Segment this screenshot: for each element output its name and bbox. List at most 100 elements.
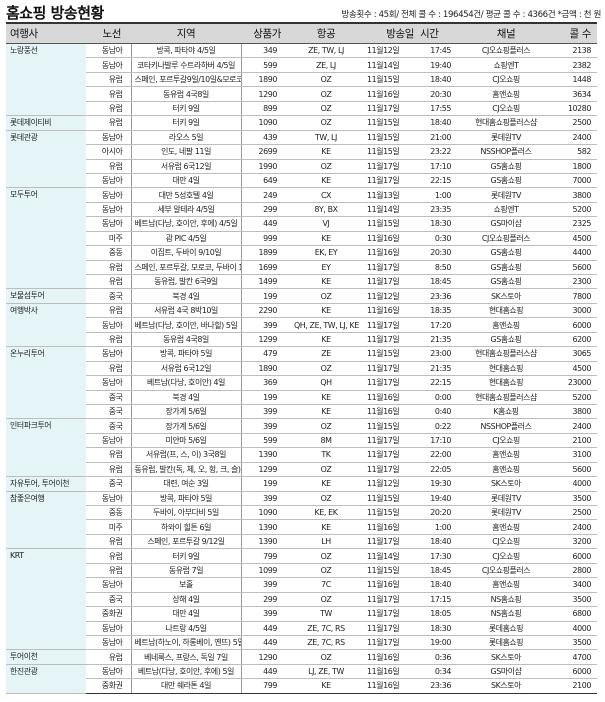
airline-cell: TW <box>291 606 361 622</box>
time-cell: 17:20 <box>416 317 461 333</box>
region-cell: 터키 9일 <box>131 101 242 117</box>
calls-cell: 3100 <box>551 447 597 463</box>
price-cell: 799 <box>241 548 291 564</box>
table-row: 유럽 동유럽 4국8일 1290 OZ 11월16일 20:30 홈앤쇼핑 3634 <box>6 86 597 102</box>
price-cell: 199 <box>241 476 291 492</box>
price-cell: 899 <box>241 101 291 117</box>
date-cell: 11월15일 <box>361 418 416 434</box>
price-cell: 439 <box>241 130 291 146</box>
table-row: 중동 이집트, 두바이 9/10일 1899 EK, EY 11월16일 20:30 GS홈… <box>6 245 597 261</box>
price-cell: 399 <box>241 418 291 434</box>
table-row: 동남아 베트남(다낭, 호이안) 4일 369 QH 11월17일 22:15 현대홈쇼핑 2… <box>6 375 597 391</box>
calls-cell: 6000 <box>551 664 597 680</box>
time-cell: 18:40 <box>416 115 461 131</box>
table-row: 중국 상해 4일 299 OZ 11월17일 17:15 NS홈쇼핑 3500 <box>6 592 597 608</box>
time-cell: 18:45 <box>416 274 461 290</box>
airline-cell: KE <box>291 404 361 420</box>
channel-cell: SK스토아 <box>461 288 551 304</box>
price-cell: 2290 <box>241 303 291 319</box>
region-cell: 나트랑 4/5일 <box>131 621 242 636</box>
date-cell: 11월12일 <box>361 476 416 492</box>
table-row: 투어이천 유럽 베네룩스, 프랑스, 독일 7일 1290 OZ 11월16일 0:36 SK… <box>6 649 597 665</box>
date-cell: 11월15일 <box>361 491 416 507</box>
date-cell: 11월17일 <box>361 159 416 174</box>
route-cell: 중국 <box>86 288 132 304</box>
time-cell: 17:10 <box>416 159 461 174</box>
channel-cell: CJ오쇼핑플러스 <box>461 231 551 247</box>
price-cell: 369 <box>241 375 291 391</box>
price-cell: 1290 <box>241 86 291 102</box>
column-header-calls: 콜 수 <box>551 22 597 44</box>
region-cell: 대련, 여순 3일 <box>131 476 242 492</box>
date-cell: 11월17일 <box>361 332 416 348</box>
calls-cell: 4000 <box>551 621 597 636</box>
airline-cell: OZ <box>291 592 361 608</box>
price-cell: 449 <box>241 621 291 636</box>
time-cell: 23:36 <box>416 288 461 304</box>
time-cell: 23:00 <box>416 346 461 362</box>
date-cell: 11월17일 <box>361 274 416 290</box>
region-cell: 베트남(다낭, 호이안, 후에) 5일 <box>131 664 242 680</box>
time-cell: 0:22 <box>416 418 461 434</box>
channel-cell: 롯데원TV <box>461 187 551 203</box>
calls-cell: 6800 <box>551 606 597 622</box>
airline-cell: KE <box>291 476 361 492</box>
route-cell: 동남아 <box>86 173 132 189</box>
route-cell: 동남아 <box>86 130 132 146</box>
calls-cell: 2400 <box>551 519 597 535</box>
region-cell: 동유럽 4국8일 <box>131 332 242 348</box>
route-cell: 미주 <box>86 231 132 247</box>
channel-cell: 현대홈쇼핑플러스샵 <box>461 115 551 131</box>
calls-cell: 3634 <box>551 86 597 102</box>
price-cell: 249 <box>241 187 291 203</box>
region-cell: 대만 쉐라톤 4일 <box>131 678 242 694</box>
table-row: 동남아 베트남(다낭, 호이안, 바나힐) 5일 399 QH, ZE, TW, LJ… <box>6 317 597 333</box>
table-row: 여행박사 유럽 서유럽 4국 8박10일 2290 KE 11월16일 18:35 현대홈쇼핑… <box>6 303 597 348</box>
time-cell: 17:55 <box>416 101 461 117</box>
calls-cell: 1448 <box>551 72 597 88</box>
table-row: 유럽 동유럽, 발칸 6국9일 1499 KE 11월17일 18:45 GS홈쇼핑 2300 <box>6 274 597 290</box>
agency-cell: 롯데관광 <box>6 130 86 189</box>
route-cell: 중화권 <box>86 606 132 622</box>
airline-cell: TW, LJ <box>291 130 361 146</box>
price-cell: 1299 <box>241 332 291 348</box>
price-cell: 399 <box>241 404 291 420</box>
airline-cell: KE <box>291 303 361 319</box>
table-row: 노랑풍선 동남아 방콕, 파타야 4/5일 349 ZE, TW, LJ 11월12일 17… <box>6 43 597 117</box>
airline-cell: QH <box>291 375 361 391</box>
calls-cell: 5600 <box>551 260 597 276</box>
route-cell: 아시아 <box>86 144 132 160</box>
price-cell: 1499 <box>241 274 291 290</box>
channel-cell: SK스토아 <box>461 649 551 665</box>
channel-cell: 현대홈쇼핑 <box>461 361 551 377</box>
calls-cell: 4500 <box>551 231 597 247</box>
channel-cell: 쇼핑엔T <box>461 202 551 218</box>
calls-cell: 6000 <box>551 548 597 564</box>
table-row: 미주 하와이 힐튼 6일 1390 KE 11월16일 1:00 홈앤쇼핑 2400 <box>6 519 597 535</box>
time-cell: 23:22 <box>416 144 461 160</box>
calls-cell: 2400 <box>551 418 597 434</box>
airline-cell: ZE <box>291 346 361 362</box>
route-cell: 유럽 <box>86 274 132 290</box>
price-cell: 1090 <box>241 115 291 131</box>
calls-cell: 2500 <box>551 505 597 521</box>
region-cell: 괌 PIC 4/5일 <box>131 231 242 247</box>
table-row: 중화권 대만 쉐라톤 4일 799 KE 11월16일 23:36 SK스토아 2100 <box>6 678 597 694</box>
date-cell: 11월12일 <box>361 43 416 59</box>
region-cell: 대만 4일 <box>131 173 242 189</box>
calls-cell: 6200 <box>551 332 597 348</box>
region-cell: 서유럽 6국12일 <box>131 361 242 377</box>
time-cell: 23:35 <box>416 202 461 218</box>
time-cell: 1:00 <box>416 187 461 203</box>
calls-cell: 3065 <box>551 346 597 362</box>
date-cell: 11월17일 <box>361 447 416 463</box>
route-cell: 유럽 <box>86 332 132 348</box>
time-cell: 22:05 <box>416 462 461 478</box>
region-cell: 라오스 5일 <box>131 130 242 146</box>
calls-cell: 4700 <box>551 649 597 665</box>
channel-cell: 롯데원TV <box>461 130 551 146</box>
region-cell: 베트남(다낭, 호이안, 바나힐) 5일 <box>131 317 242 333</box>
route-cell: 중동 <box>86 245 132 261</box>
region-cell: 북경 4일 <box>131 390 242 405</box>
airline-cell: LH <box>291 534 361 550</box>
